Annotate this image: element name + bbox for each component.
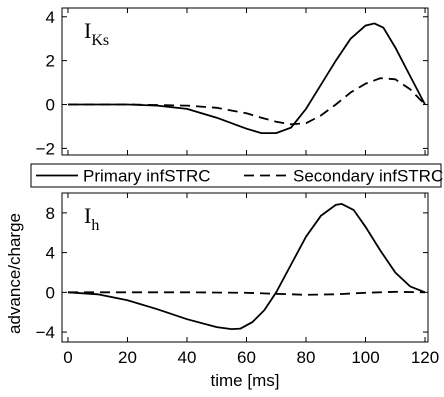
legend-box (30, 163, 442, 188)
y-tick-label: 2 (46, 52, 55, 71)
panel-label-sub: Ks (91, 32, 109, 49)
legend: Primary infSTRC Secondary infSTRC (30, 163, 443, 188)
x-tick-label: 120 (411, 348, 439, 367)
panel-label-main: I (84, 18, 91, 43)
series-secondary-line (68, 77, 426, 126)
panel-iks: −2 0 2 4 IKs (36, 7, 429, 158)
x-tick-label: 40 (178, 348, 197, 367)
plot-frame (61, 7, 429, 156)
y-tick-label: 4 (46, 8, 55, 27)
panel-ih: 0 20 40 60 80 100 120 −4 0 4 8 Ih time [ms] advance/c… (5, 192, 439, 390)
y-tick-label: 8 (46, 204, 55, 223)
x-tick-label: 60 (237, 348, 256, 367)
y-tick-label: −2 (36, 139, 55, 158)
x-tick-label: 20 (118, 348, 137, 367)
legend-label-primary: Primary infSTRC (83, 167, 211, 186)
x-tick-label: 100 (351, 348, 379, 367)
series-secondary-line (68, 290, 426, 296)
series-primary-line (68, 22, 426, 134)
panel-label: IKs (84, 18, 109, 49)
y-axis-label: advance/charge (5, 213, 24, 334)
plot-frame (61, 192, 429, 343)
y-tick-label: 0 (46, 283, 55, 302)
y-tick-label: −4 (36, 323, 55, 342)
x-tick-label: 0 (63, 348, 72, 367)
panel-label-main: I (84, 203, 91, 228)
y-tick-label: 4 (46, 244, 55, 263)
panel-label-sub: h (91, 217, 99, 234)
y-tick-label: 0 (46, 96, 55, 115)
series-primary-line (67, 202, 426, 331)
x-tick-label: 80 (297, 348, 316, 367)
legend-label-secondary: Secondary infSTRC (293, 167, 443, 186)
panel-label: Ih (84, 203, 99, 234)
x-axis-label: time [ms] (211, 371, 280, 390)
